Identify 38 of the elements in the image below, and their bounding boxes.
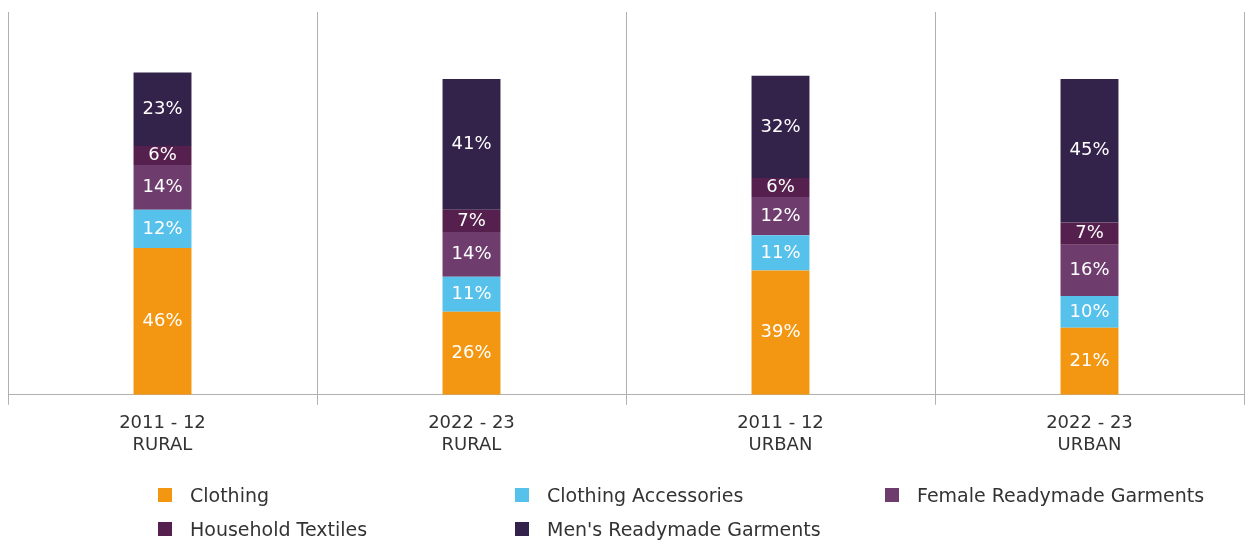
- data-label: 26%: [451, 341, 492, 362]
- x-tick-label: 2022 - 23 URBAN: [1046, 411, 1133, 454]
- bar: [751, 270, 810, 395]
- bar: [133, 72, 192, 146]
- data-label: 45%: [1069, 138, 1110, 160]
- bar: [1060, 78, 1119, 223]
- legend-label: Female Readymade Garments: [917, 484, 1205, 506]
- legend-label: Men's Readymade Garments: [547, 518, 821, 540]
- data-label: 7%: [1075, 221, 1104, 243]
- data-label: 7%: [457, 208, 486, 230]
- data-label: 6%: [766, 175, 795, 197]
- x-tick-label: 2011 - 12 RURAL: [119, 411, 206, 454]
- data-label: 14%: [451, 242, 492, 264]
- data-label: 11%: [451, 281, 492, 303]
- data-label: 14%: [142, 175, 183, 197]
- legend-label: Clothing: [190, 484, 270, 506]
- bar: [1060, 244, 1119, 296]
- data-label: 41%: [451, 132, 492, 154]
- bar: [133, 248, 192, 395]
- bar: [751, 75, 810, 178]
- x-tick-label: 2011 - 12 URBAN: [737, 411, 824, 454]
- bar: [1060, 327, 1119, 395]
- bar: [442, 311, 501, 395]
- data-label: 21%: [1069, 348, 1110, 370]
- data-label: 6%: [148, 143, 177, 165]
- legend-label: Clothing Accessories: [547, 484, 744, 506]
- x-tick-label: 2022 - 23 RURAL: [428, 411, 515, 454]
- data-label: 46%: [142, 309, 183, 331]
- data-label: 12%: [760, 203, 801, 225]
- data-label: 23%: [142, 96, 183, 118]
- legend-label: Household Textiles: [190, 518, 368, 540]
- data-label: 32%: [760, 114, 801, 136]
- data-label: 16%: [1069, 258, 1110, 280]
- data-label: 11%: [760, 240, 801, 262]
- data-label: 39%: [760, 320, 801, 342]
- bar: [442, 78, 501, 210]
- data-label: 12%: [142, 216, 183, 238]
- data-label: 10%: [1069, 299, 1110, 321]
